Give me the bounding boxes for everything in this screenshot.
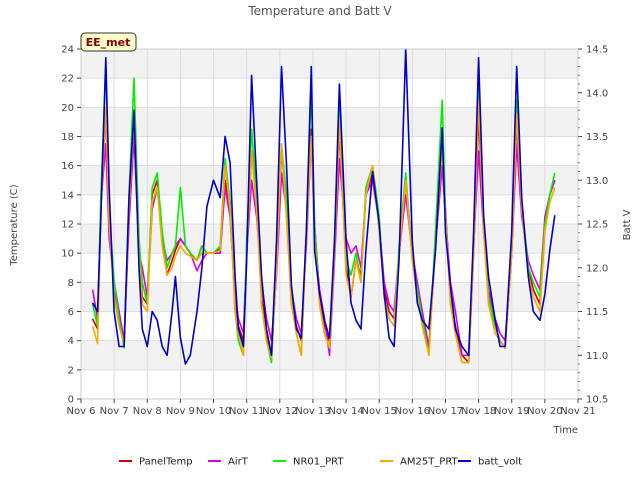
- legend-item: AirT: [208, 457, 249, 468]
- x-tick-label: Nov 7: [100, 406, 129, 417]
- y2-tick-label: 14.5: [586, 45, 608, 56]
- x-tick-label: Nov 10: [196, 406, 231, 417]
- x-axis-label: Time: [553, 425, 578, 436]
- series-line-batt-volt: [91, 48, 556, 365]
- y-tick-label: 14: [61, 190, 74, 201]
- y2-tick-label: 10.5: [586, 395, 608, 406]
- y2-tick-label: 14.0: [586, 88, 608, 99]
- legend-label: batt_volt: [478, 457, 522, 468]
- plot-band: [81, 165, 578, 195]
- y-tick-label: 24: [61, 45, 74, 56]
- x-tick-label: Nov 14: [328, 406, 363, 417]
- x-tick-label: Nov 9: [166, 406, 195, 417]
- x-tick-label: Nov 21: [560, 406, 595, 417]
- series-line-am25t-prt: [91, 99, 556, 364]
- legend-item: PanelTemp: [119, 457, 193, 468]
- y2-axis-label: Batt V: [622, 209, 633, 240]
- y-tick-label: 8: [68, 278, 74, 289]
- axes: 02468101214161820222410.511.011.512.012.…: [61, 45, 608, 418]
- x-tick-label: Nov 19: [494, 406, 529, 417]
- y2-tick-label: 12.0: [586, 263, 608, 274]
- plot-band: [81, 49, 578, 79]
- legend-label: AM25T_PRT: [400, 457, 459, 468]
- legend-label: PanelTemp: [139, 457, 193, 468]
- legend-item: NR01_PRT: [273, 457, 344, 468]
- legend-item: batt_volt: [458, 457, 522, 468]
- x-tick-label: Nov 8: [133, 406, 162, 417]
- legend: PanelTemp AirT NR01_PRT AM25T_PRT batt_volt: [119, 457, 522, 468]
- annotation-text: EE_met: [86, 36, 131, 49]
- y-tick-label: 6: [68, 307, 74, 318]
- x-tick-label: Nov 6: [66, 406, 95, 417]
- y-tick-label: 12: [61, 220, 74, 231]
- plot-band: [81, 107, 578, 137]
- y-tick-label: 20: [61, 103, 74, 114]
- y2-tick-label: 12.5: [586, 220, 608, 231]
- legend-label: NR01_PRT: [293, 457, 344, 468]
- x-tick-label: Nov 17: [428, 406, 463, 417]
- plot-band: [81, 224, 578, 254]
- legend-item: AM25T_PRT: [380, 457, 459, 468]
- chart-title: Temperature and Batt V: [247, 4, 392, 18]
- x-tick-label: Nov 16: [395, 406, 430, 417]
- x-tick-label: Nov 15: [361, 406, 396, 417]
- x-tick-label: Nov 13: [295, 406, 330, 417]
- legend-label: AirT: [228, 457, 249, 468]
- annotation-frame: [80, 32, 137, 52]
- y2-tick-label: 13.0: [586, 176, 608, 187]
- y2-tick-label: 11.5: [586, 307, 608, 318]
- y-tick-label: 2: [68, 365, 74, 376]
- y-tick-label: 18: [61, 132, 74, 143]
- y-axis-label: Temperature (C): [9, 184, 20, 266]
- series-layer: [91, 48, 556, 365]
- plot-band: [81, 282, 578, 312]
- y2-tick-label: 11.0: [586, 351, 608, 362]
- x-tick-label: Nov 12: [262, 406, 297, 417]
- y-tick-label: 10: [61, 249, 74, 260]
- annotation-box: EE_met: [80, 32, 137, 52]
- x-tick-label: Nov 20: [527, 406, 562, 417]
- y-tick-label: 22: [61, 74, 74, 85]
- x-tick-label: Nov 18: [461, 406, 496, 417]
- y-tick-label: 16: [61, 161, 74, 172]
- y-tick-label: 4: [68, 336, 74, 347]
- y2-tick-label: 13.5: [586, 132, 608, 143]
- y-tick-label: 0: [68, 395, 74, 406]
- x-tick-label: Nov 11: [229, 406, 264, 417]
